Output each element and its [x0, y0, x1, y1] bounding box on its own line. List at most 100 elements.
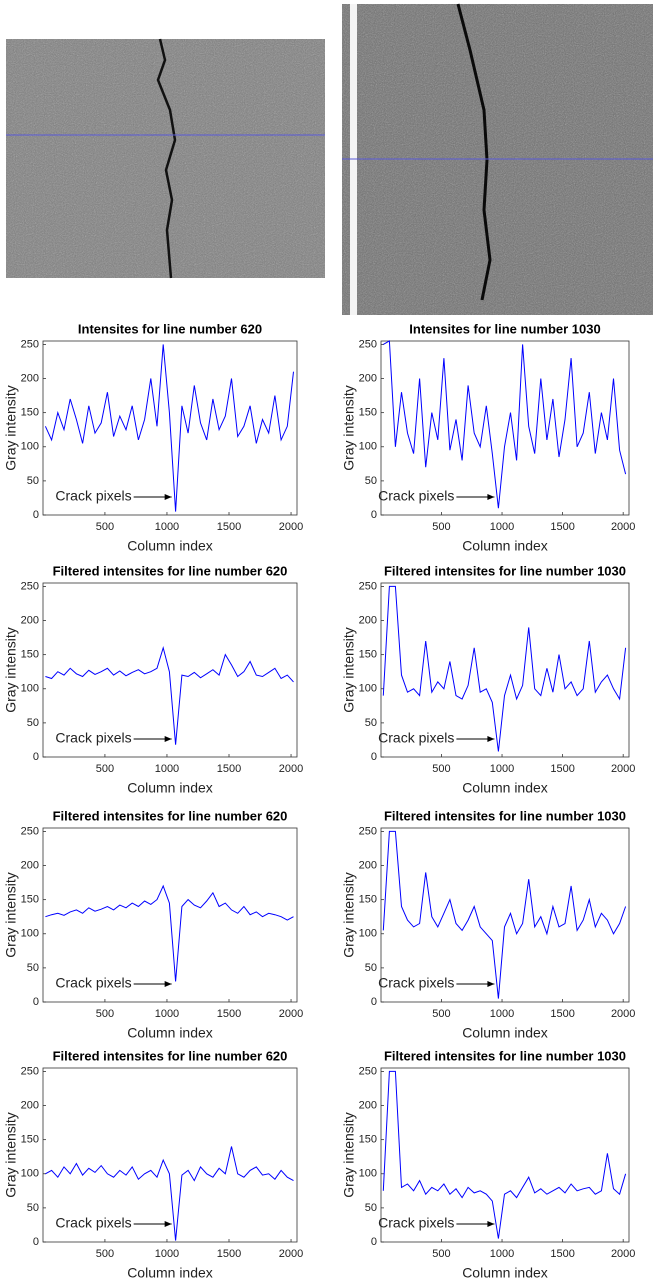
chart-title: Filtered intensites for line number 620	[53, 1048, 288, 1063]
y-tick-label: 0	[33, 996, 39, 1008]
x-tick-label: 2000	[279, 763, 303, 775]
y-tick-label: 250	[21, 825, 39, 837]
x-tick-label: 2000	[279, 1008, 303, 1020]
y-tick-label: 150	[359, 894, 377, 906]
y-tick-label: 150	[21, 1134, 39, 1146]
data-line	[45, 884, 294, 982]
arrow-head	[487, 1221, 495, 1227]
annotation: Crack pixels	[55, 488, 131, 504]
y-axis-label: Gray intensity	[341, 872, 357, 958]
x-tick-label: 1500	[217, 1008, 241, 1020]
x-tick-label: 1000	[155, 1008, 179, 1020]
x-axis-label: Column index	[462, 538, 548, 554]
x-tick-label: 500	[96, 521, 114, 533]
y-tick-label: 100	[359, 1168, 377, 1180]
photo-left	[6, 38, 325, 279]
y-tick-label: 50	[27, 475, 39, 487]
y-axis-label: Gray intensity	[3, 385, 19, 471]
annotation: Crack pixels	[378, 488, 454, 504]
y-axis-label: Gray intensity	[3, 627, 19, 713]
y-tick-label: 150	[21, 649, 39, 661]
y-tick-label: 250	[359, 338, 377, 350]
x-axis-label: Column index	[127, 538, 213, 554]
photo-right	[342, 3, 653, 315]
y-axis-label: Gray intensity	[3, 872, 19, 958]
y-tick-label: 250	[21, 1065, 39, 1077]
x-tick-label: 1000	[155, 763, 179, 775]
plot-area	[380, 340, 630, 516]
y-tick-label: 50	[27, 1202, 39, 1214]
y-tick-label: 250	[359, 1065, 377, 1077]
plot-area	[380, 827, 630, 1003]
x-tick-label: 1500	[217, 521, 241, 533]
y-tick-label: 200	[21, 1099, 39, 1111]
x-tick-label: 1000	[490, 763, 514, 775]
annotation: Crack pixels	[55, 730, 131, 746]
data-line	[45, 1146, 294, 1241]
plot-area	[380, 1067, 630, 1243]
y-tick-label: 200	[359, 1099, 377, 1111]
y-tick-label: 150	[21, 407, 39, 419]
annotation: Crack pixels	[55, 975, 131, 991]
y-tick-label: 250	[359, 825, 377, 837]
y-tick-label: 50	[365, 475, 377, 487]
y-tick-label: 50	[27, 962, 39, 974]
x-tick-label: 1500	[550, 521, 574, 533]
y-tick-label: 0	[33, 751, 39, 763]
chart-title: Filtered intensites for line number 620	[53, 563, 288, 578]
y-axis-label: Gray intensity	[341, 385, 357, 471]
y-tick-label: 150	[359, 1134, 377, 1146]
chart-title: Intensites for line number 1030	[409, 321, 600, 336]
x-tick-label: 1500	[217, 1248, 241, 1260]
y-tick-label: 0	[371, 996, 377, 1008]
y-tick-label: 200	[21, 859, 39, 871]
arrow-head	[164, 494, 172, 500]
y-tick-label: 50	[365, 717, 377, 729]
x-axis-label: Column index	[462, 780, 548, 796]
y-tick-label: 0	[371, 509, 377, 521]
x-tick-label: 500	[432, 763, 450, 775]
y-tick-label: 0	[33, 1236, 39, 1248]
x-axis-label: Column index	[462, 1025, 548, 1041]
y-tick-label: 50	[27, 717, 39, 729]
y-tick-label: 100	[359, 441, 377, 453]
x-axis-label: Column index	[127, 1025, 213, 1041]
y-tick-label: 200	[359, 859, 377, 871]
y-tick-label: 150	[359, 407, 377, 419]
y-tick-label: 50	[365, 962, 377, 974]
x-tick-label: 2000	[611, 1248, 635, 1260]
y-tick-label: 100	[359, 928, 377, 940]
x-tick-label: 500	[96, 1248, 114, 1260]
plot-area	[42, 1067, 298, 1243]
arrow-head	[487, 981, 495, 987]
chart-title: Filtered intensites for line number 1030	[384, 563, 626, 578]
chart-title: Filtered intensites for line number 1030	[384, 1048, 626, 1063]
x-axis-label: Column index	[462, 1265, 548, 1281]
x-tick-label: 2000	[279, 1248, 303, 1260]
arrow-head	[164, 981, 172, 987]
y-axis-label: Gray intensity	[341, 627, 357, 713]
y-tick-label: 250	[21, 580, 39, 592]
x-tick-label: 1500	[217, 763, 241, 775]
x-tick-label: 1000	[155, 1248, 179, 1260]
arrow-head	[487, 736, 495, 742]
x-tick-label: 1500	[550, 1248, 574, 1260]
annotation: Crack pixels	[378, 1215, 454, 1231]
x-axis-label: Column index	[127, 1265, 213, 1281]
x-axis-label: Column index	[127, 780, 213, 796]
y-axis-label: Gray intensity	[3, 1112, 19, 1198]
y-tick-label: 200	[359, 372, 377, 384]
y-tick-label: 100	[21, 928, 39, 940]
y-tick-label: 200	[21, 614, 39, 626]
x-tick-label: 1500	[550, 763, 574, 775]
data-line	[382, 830, 627, 999]
annotation: Crack pixels	[378, 730, 454, 746]
arrow-head	[164, 1221, 172, 1227]
chart-title: Intensites for line number 620	[78, 321, 262, 336]
y-tick-label: 150	[359, 649, 377, 661]
x-tick-label: 500	[432, 1008, 450, 1020]
y-axis-label: Gray intensity	[341, 1112, 357, 1198]
y-tick-label: 50	[365, 1202, 377, 1214]
